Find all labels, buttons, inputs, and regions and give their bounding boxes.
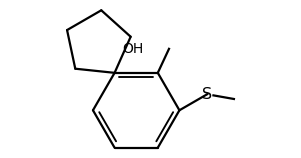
Text: OH: OH xyxy=(123,42,144,56)
Text: S: S xyxy=(202,87,212,102)
